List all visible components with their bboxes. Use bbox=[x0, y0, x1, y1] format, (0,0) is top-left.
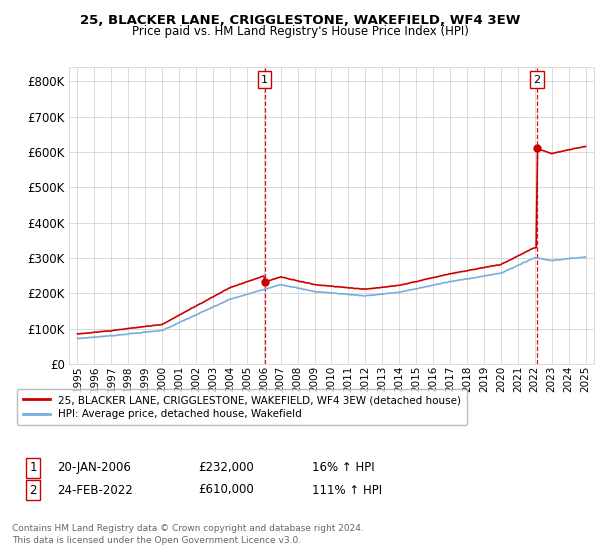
Text: 111% ↑ HPI: 111% ↑ HPI bbox=[312, 483, 382, 497]
Legend: 25, BLACKER LANE, CRIGGLESTONE, WAKEFIELD, WF4 3EW (detached house), HPI: Averag: 25, BLACKER LANE, CRIGGLESTONE, WAKEFIEL… bbox=[17, 389, 467, 426]
Text: 2: 2 bbox=[533, 74, 541, 85]
Text: 2: 2 bbox=[29, 483, 37, 497]
Text: 16% ↑ HPI: 16% ↑ HPI bbox=[312, 461, 374, 474]
Text: 1: 1 bbox=[261, 74, 268, 85]
Text: £232,000: £232,000 bbox=[198, 461, 254, 474]
Text: This data is licensed under the Open Government Licence v3.0.: This data is licensed under the Open Gov… bbox=[12, 536, 301, 545]
Text: £610,000: £610,000 bbox=[198, 483, 254, 497]
Text: 25, BLACKER LANE, CRIGGLESTONE, WAKEFIELD, WF4 3EW: 25, BLACKER LANE, CRIGGLESTONE, WAKEFIEL… bbox=[80, 14, 520, 27]
Text: Contains HM Land Registry data © Crown copyright and database right 2024.: Contains HM Land Registry data © Crown c… bbox=[12, 524, 364, 533]
Text: Price paid vs. HM Land Registry's House Price Index (HPI): Price paid vs. HM Land Registry's House … bbox=[131, 25, 469, 38]
Text: 24-FEB-2022: 24-FEB-2022 bbox=[57, 483, 133, 497]
Text: 20-JAN-2006: 20-JAN-2006 bbox=[57, 461, 131, 474]
Text: 1: 1 bbox=[29, 461, 37, 474]
